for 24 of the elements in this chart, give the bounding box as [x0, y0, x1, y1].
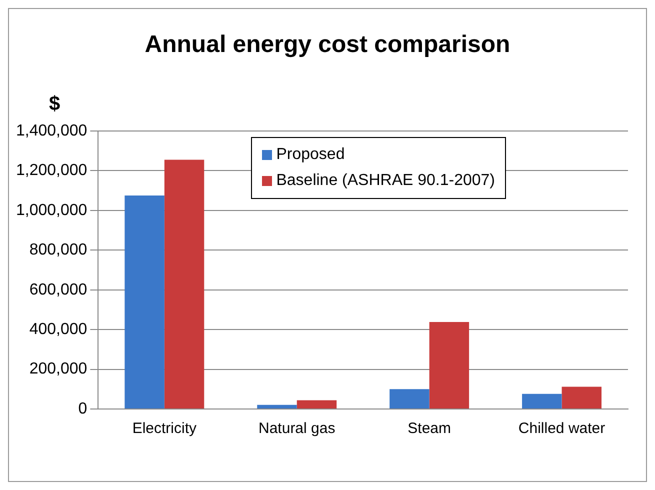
bar	[164, 160, 204, 408]
bar	[124, 196, 164, 408]
bar	[562, 386, 602, 408]
y-tick-label: 1,000,000	[16, 202, 88, 219]
y-tick-label: 200,000	[29, 360, 88, 378]
bar	[429, 322, 470, 408]
bar	[296, 400, 337, 408]
x-tick-label: Steam	[408, 420, 451, 438]
y-tick-label: 1,200,000	[16, 162, 88, 180]
bar	[257, 404, 297, 408]
legend-label: Proposed	[276, 145, 345, 165]
y-tick-label: 0	[78, 400, 88, 418]
x-tick-label: Natural gas	[258, 420, 336, 438]
x-tick-label: Electricity	[132, 420, 197, 438]
y-tick-label: 800,000	[29, 242, 88, 259]
y-tick-label: 1,400,000	[16, 122, 88, 140]
y-tick-label: 400,000	[29, 320, 88, 338]
legend-label: Baseline (ASHRAE 90.1-2007)	[276, 171, 495, 191]
y-tick-label: 600,000	[29, 281, 88, 298]
chart-title: Annual energy cost comparison	[144, 31, 512, 59]
y-axis-title: $	[49, 93, 60, 116]
x-tick-label: Chilled water	[518, 420, 606, 438]
bar	[390, 389, 430, 408]
bar	[522, 394, 562, 408]
